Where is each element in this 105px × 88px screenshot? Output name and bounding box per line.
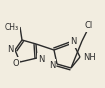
Text: O: O	[12, 59, 19, 67]
Text: NH: NH	[83, 53, 96, 62]
Text: N: N	[49, 61, 55, 70]
Text: N: N	[70, 37, 76, 46]
Text: Cl: Cl	[85, 21, 93, 31]
Text: N: N	[8, 45, 14, 54]
Text: N: N	[38, 54, 44, 64]
Text: CH₃: CH₃	[5, 23, 19, 32]
